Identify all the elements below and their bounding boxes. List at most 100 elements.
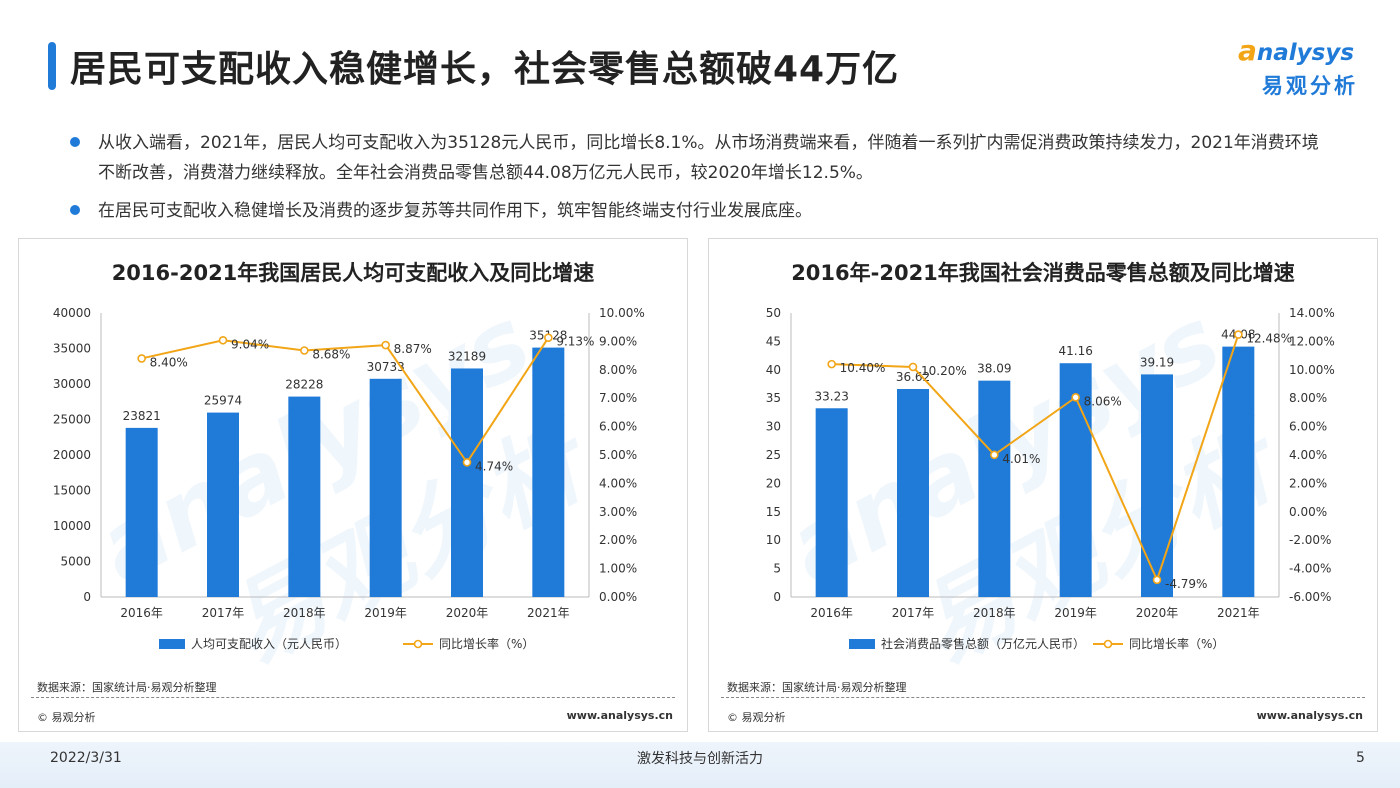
retail-chart: 0 5 10 15 20 25 30 35 40 45 50 -6.00% -4.00% -2.00% 0.… — [766, 306, 1335, 651]
bar — [1141, 374, 1173, 597]
y-tick-label-left: 50 — [766, 306, 781, 320]
x-tick-label: 2020年 — [1136, 606, 1179, 620]
y-tick-label-right: 6.00% — [599, 420, 637, 434]
bullet-dot-icon — [70, 205, 80, 215]
bar-value-label: 33.23 — [814, 389, 848, 403]
chart-title: 2016-2021年我国居民人均可支配收入及同比增速 — [111, 261, 595, 285]
bullet-text: 在居民可支配收入稳健增长及消费的逐步复苏等共同作用下，筑牢智能终端支付行业发展底… — [98, 201, 812, 221]
x-tick-label: 2016年 — [810, 606, 853, 620]
legend-line-marker — [1103, 639, 1113, 649]
legend-line-label: 同比增长率（%） — [1129, 636, 1224, 651]
bar — [1059, 363, 1092, 597]
x-tick-label: 2017年 — [202, 606, 245, 620]
growth-point — [137, 354, 146, 363]
y-tick-label-right: -4.00% — [1289, 562, 1331, 576]
y-tick-label-right: 12.00% — [1289, 334, 1335, 348]
y-tick-label-right: 4.00% — [599, 476, 637, 490]
copyright: © 易观分析 — [727, 711, 786, 724]
title-accent-bar — [48, 42, 56, 90]
y-tick-label-left: 35000 — [53, 342, 91, 356]
brand-logo: analysys 易观分析 — [1238, 34, 1378, 104]
y-tick-label-right: 1.00% — [599, 562, 637, 576]
y-tick-label-right: 5.00% — [599, 448, 637, 462]
bullet-text: 从收入端看，2021年，居民人均可支配收入为35128元人民币，同比增长8.1%… — [98, 133, 1319, 183]
footer-slogan: 激发科技与创新活力 — [637, 751, 763, 767]
y-tick-label-right: 6.00% — [1289, 420, 1327, 434]
bar — [451, 368, 483, 597]
y-tick-label-left: 40 — [766, 363, 781, 377]
x-tick-label: 2017年 — [892, 606, 935, 620]
y-tick-label-left: 30000 — [53, 377, 91, 391]
y-tick-label-right: 9.00% — [599, 334, 637, 348]
x-tick-label: 2021年 — [1217, 606, 1260, 620]
y-tick-label-right: 0.00% — [599, 590, 637, 604]
chart-title: 2016年-2021年我国社会消费品零售总额及同比增速 — [791, 261, 1295, 285]
growth-point — [381, 340, 390, 350]
y-tick-label-left: 15000 — [53, 484, 91, 498]
y-tick-label-left: 5 — [773, 562, 781, 576]
y-tick-label-left: 40000 — [53, 306, 91, 320]
growth-value-label: 12.48% — [1246, 332, 1292, 346]
footer-date: 2022/3/31 — [50, 750, 122, 766]
y-tick-label-left: 30 — [766, 420, 781, 434]
growth-line — [141, 337, 550, 465]
bar — [1222, 346, 1255, 597]
bullet-list: 从收入端看，2021年，居民人均可支配收入为35128元人民币，同比增长8.1%… — [64, 128, 1334, 234]
growth-point — [218, 335, 228, 345]
bar-value-label: 23821 — [123, 409, 161, 423]
income-chart-panel: analysys 易观分析 2016-2021年我国居民人均可支配收入及同比增速… — [18, 238, 688, 732]
x-tick-label: 2021年 — [527, 606, 570, 620]
growth-value-label: 9.04% — [231, 337, 269, 351]
growth-value-label: 4.01% — [1002, 452, 1040, 466]
y-tick-label-right: 10.00% — [599, 306, 645, 320]
growth-point — [1071, 393, 1080, 402]
page-number: 5 — [1356, 750, 1365, 766]
website-link[interactable]: www.analysys.cn — [566, 709, 673, 722]
divider — [721, 697, 1365, 698]
income-chart: 0 5000 10000 15000 20000 25000 30000 35000 40000… — [53, 306, 645, 651]
bar — [288, 396, 321, 597]
legend-bar-label: 人均可支配收入（元人民币） — [191, 637, 347, 651]
bullet-dot-icon — [70, 137, 80, 147]
x-tick-label: 2019年 — [364, 606, 407, 620]
y-tick-label-right: 14.00% — [1289, 306, 1335, 320]
bar — [207, 412, 239, 597]
website-link[interactable]: www.analysys.cn — [1256, 709, 1363, 722]
retail-chart-panel: analysys 易观分析 2016年-2021年我国社会消费品零售总额及同比增… — [708, 238, 1378, 732]
growth-value-label: 8.06% — [1084, 394, 1122, 408]
y-tick-label-left: 0 — [773, 590, 781, 604]
y-tick-label-right: 8.00% — [1289, 391, 1327, 405]
bar-value-label: 39.19 — [1140, 355, 1174, 369]
legend-bar-swatch — [849, 639, 875, 649]
y-tick-label-left: 10 — [766, 533, 781, 547]
y-tick-label-right: 2.00% — [599, 533, 637, 547]
y-tick-label-left: 0 — [83, 590, 91, 604]
growth-value-label: -4.79% — [1165, 577, 1207, 591]
y-tick-label-right: 7.00% — [599, 391, 637, 405]
bar-value-label: 41.16 — [1058, 344, 1092, 358]
bar-value-label: 32189 — [448, 349, 486, 363]
y-tick-label-left: 10000 — [53, 519, 91, 533]
logo-chinese: 易观分析 — [1262, 74, 1358, 98]
y-tick-label-left: 15 — [766, 505, 781, 519]
growth-point — [462, 458, 472, 467]
y-tick-label-right: 0.00% — [1289, 505, 1327, 519]
y-tick-label-left: 20000 — [53, 448, 91, 462]
bullet-item: 在居民可支配收入稳健增长及消费的逐步复苏等共同作用下，筑牢智能终端支付行业发展底… — [64, 196, 1334, 226]
y-tick-label-right: 10.00% — [1289, 363, 1335, 377]
y-tick-label-left: 25000 — [53, 413, 91, 427]
divider — [31, 697, 675, 698]
growth-line — [831, 334, 1240, 583]
y-tick-label-right: 3.00% — [599, 505, 637, 519]
y-tick-label-left: 45 — [766, 334, 781, 348]
bar-value-label: 36.62 — [896, 370, 930, 384]
growth-value-label: 8.87% — [394, 342, 432, 356]
legend-bar-swatch — [159, 639, 185, 649]
growth-value-label: 10.20% — [921, 364, 967, 378]
y-tick-label-left: 5000 — [60, 555, 91, 569]
bar-value-label: 28228 — [285, 378, 323, 392]
x-tick-label: 2018年 — [973, 606, 1016, 620]
growth-point — [1152, 575, 1162, 585]
bar-value-label: 38.09 — [977, 362, 1011, 376]
y-tick-label-left: 35 — [766, 391, 781, 405]
